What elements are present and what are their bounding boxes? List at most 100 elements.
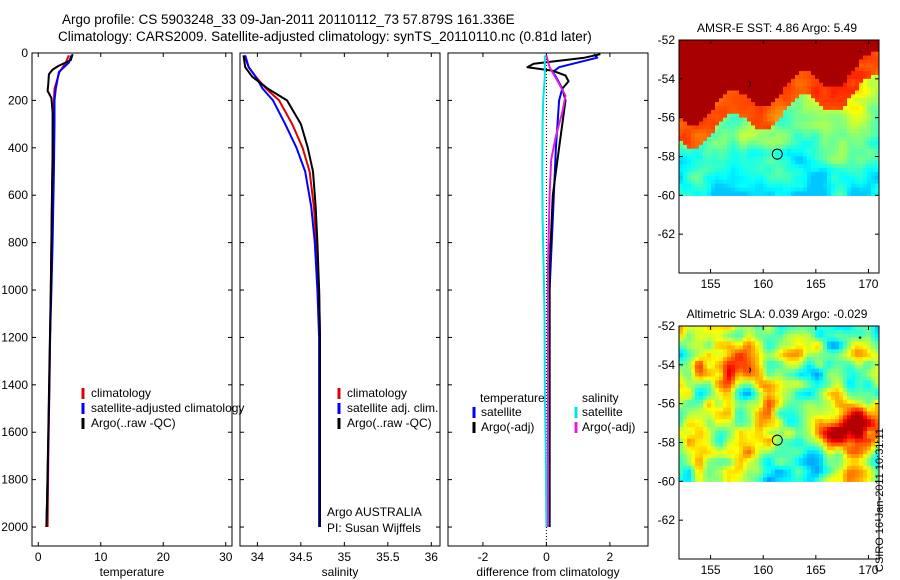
heatmap-cell: [815, 345, 820, 350]
heatmap-cell: [803, 121, 808, 127]
heatmap-cell: [799, 179, 804, 185]
heatmap-cell: [695, 74, 700, 80]
heatmap-cell: [687, 458, 692, 463]
heatmap-cell: [847, 55, 852, 61]
heatmap-cell: [803, 469, 808, 475]
heatmap-cell: [763, 43, 768, 49]
heatmap-cell: [703, 426, 708, 432]
heatmap-cell: [771, 395, 776, 401]
heatmap-cell: [803, 98, 808, 103]
heatmap-cell: [731, 102, 736, 107]
heatmap-cell: [775, 191, 780, 196]
heatmap-cell: [867, 82, 872, 88]
heatmap-cell: [783, 399, 788, 405]
heatmap-cell: [791, 168, 796, 173]
heatmap-cell: [815, 152, 820, 158]
heatmap-cell: [687, 419, 692, 424]
heatmap-cell: [699, 86, 704, 92]
heatmap-cell: [771, 454, 776, 459]
heatmap-cell: [767, 121, 772, 127]
heatmap-cell: [839, 434, 844, 440]
heatmap-cell: [683, 326, 688, 331]
heatmap-cell: [763, 360, 768, 366]
heatmap-cell: [739, 168, 744, 173]
heatmap-cell: [875, 341, 879, 347]
heatmap-cell: [727, 71, 732, 76]
heatmap-cell: [687, 469, 692, 475]
heatmap-cell: [707, 473, 712, 479]
heatmap-cell: [835, 392, 840, 397]
heatmap-cell: [747, 337, 752, 343]
heatmap-cell: [691, 102, 696, 107]
heatmap-cell: [847, 341, 852, 347]
heatmap-cell: [751, 106, 756, 111]
heatmap-cell: [703, 360, 708, 366]
heatmap-cell: [739, 113, 744, 119]
heatmap-cell: [719, 461, 724, 467]
heatmap-cell: [719, 345, 724, 350]
heatmap-cell: [735, 376, 740, 381]
heatmap-cell: [751, 113, 756, 119]
heatmap-cell: [699, 407, 704, 413]
heatmap-cell: [743, 98, 748, 103]
heatmap-cell: [779, 403, 784, 409]
x-tick-label: -2: [478, 550, 489, 564]
heatmap-cell: [827, 94, 832, 99]
heatmap-cell: [827, 454, 832, 459]
heatmap-cell: [739, 430, 744, 436]
heatmap-cell: [755, 125, 760, 130]
heatmap-cell: [743, 454, 748, 459]
heatmap-cell: [807, 438, 812, 444]
heatmap-cell: [731, 388, 736, 393]
heatmap-cell: [747, 360, 752, 366]
heatmap-cell: [867, 423, 872, 428]
heatmap-cell: [779, 465, 784, 471]
heatmap-cell: [843, 179, 848, 185]
heatmap-cell: [843, 133, 848, 138]
heatmap-cell: [743, 74, 748, 80]
x-tick-label: 0: [35, 550, 42, 564]
heatmap-cell: [683, 469, 688, 475]
heatmap-cell: [863, 384, 868, 389]
heatmap-cell: [823, 117, 828, 123]
heatmap-cell: [699, 345, 704, 350]
heatmap-cell: [743, 106, 748, 111]
heatmap-cell: [787, 461, 792, 467]
heatmap-cell: [687, 372, 692, 378]
heatmap-cell: [867, 411, 872, 416]
heatmap-cell: [763, 364, 768, 370]
heatmap-cell: [831, 156, 836, 161]
heatmap-cell: [855, 477, 860, 482]
heatmap-cell: [871, 164, 876, 169]
heatmap-cell: [747, 109, 752, 115]
heatmap-cell: [827, 109, 832, 115]
heatmap-cell: [835, 341, 840, 347]
heatmap-cell: [823, 144, 828, 150]
heatmap-cell: [859, 364, 864, 370]
heatmap-cell: [779, 442, 784, 447]
heatmap-cell: [831, 144, 836, 150]
heatmap-cell: [787, 47, 792, 53]
heatmap-cell: [819, 368, 824, 374]
heatmap-cell: [847, 458, 852, 463]
heatmap-cell: [871, 415, 876, 420]
heatmap-cell: [839, 423, 844, 428]
heatmap-cell: [835, 133, 840, 138]
heatmap-cell: [843, 164, 848, 169]
heatmap-cell: [755, 160, 760, 165]
heatmap-cell: [787, 183, 792, 189]
heatmap-cell: [863, 148, 868, 154]
heatmap-cell: [683, 360, 688, 366]
heatmap-cell: [787, 43, 792, 49]
heatmap-cell: [815, 395, 820, 401]
heatmap-cell: [843, 376, 848, 381]
heatmap-cell: [843, 156, 848, 161]
heatmap-cell: [843, 86, 848, 92]
heatmap-cell: [727, 473, 732, 479]
heatmap-cell: [743, 364, 748, 370]
heatmap-cell: [691, 430, 696, 436]
heatmap-cell: [695, 454, 700, 459]
heatmap-cell: [695, 125, 700, 130]
heatmap-cell: [807, 86, 812, 92]
axes-box: [447, 52, 649, 547]
